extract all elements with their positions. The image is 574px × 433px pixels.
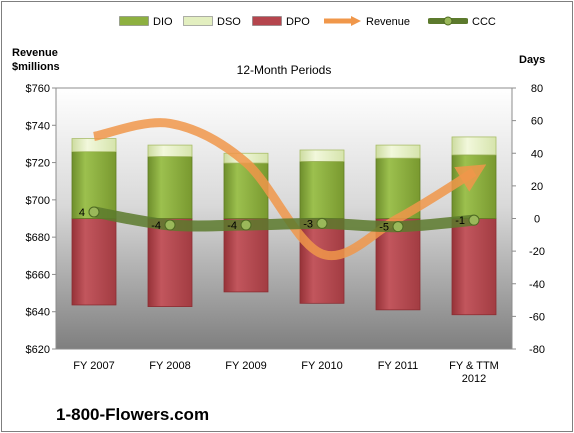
- dpo-bar: [299, 218, 345, 304]
- brand-label: 1-800-Flowers.com: [56, 405, 210, 424]
- legend-item-revenue: Revenue: [322, 12, 410, 32]
- ccc-data-label: 4: [79, 207, 85, 219]
- ccc-data-label: -4: [151, 220, 161, 232]
- legend-swatch-ccc: [427, 15, 469, 30]
- revenue-line: [93, 118, 487, 261]
- left-tick-label: $720: [26, 158, 50, 170]
- left-axis-title-line1: Revenue: [12, 47, 58, 59]
- ccc-point: [240, 219, 252, 231]
- legend-item-dpo: DPO: [252, 12, 310, 32]
- dio-bar: [299, 161, 345, 219]
- x-tick-label: FY 2010: [301, 360, 342, 372]
- left-tick-label: $760: [26, 83, 50, 95]
- legend-swatch-dso: [183, 15, 213, 29]
- ccc-point: [468, 214, 480, 226]
- ccc-point: [88, 206, 100, 218]
- x-tick-label: FY 2007: [73, 360, 114, 372]
- ccc-data-label: -1: [455, 215, 465, 227]
- legend-item-ccc: CCC: [427, 12, 496, 32]
- right-tick-label: -80: [529, 344, 545, 356]
- left-tick-label: $700: [26, 195, 50, 207]
- dso-bar: [375, 144, 421, 159]
- left-tick-label: $620: [26, 344, 50, 356]
- dpo-bar: [147, 218, 193, 307]
- ccc-point: [316, 217, 328, 229]
- dio-bar: [147, 156, 193, 219]
- dpo-bar: [375, 218, 421, 311]
- left-axis-title: Revenue $millions: [12, 46, 60, 74]
- ccc-data-label: -4: [227, 220, 237, 232]
- left-tick-label: $660: [26, 269, 50, 281]
- ccc-data-label: -3: [303, 218, 313, 230]
- x-tick-label: FY 2011: [378, 360, 419, 372]
- legend-label: DPO: [286, 16, 310, 28]
- ccc-data-label: -5: [379, 222, 389, 234]
- right-tick-label: 80: [531, 83, 543, 95]
- dso-bar: [71, 138, 117, 153]
- dso-bar: [299, 149, 345, 162]
- ccc-point: [164, 219, 176, 231]
- right-tick-label: 60: [531, 116, 543, 128]
- dio-bar: [223, 162, 269, 219]
- dso-bar: [147, 144, 193, 157]
- x-tick-label: FY & TTM: [449, 360, 499, 372]
- legend: DIO DSO DPO Revenue CCC: [0, 12, 574, 32]
- right-tick-label: -40: [529, 279, 545, 291]
- legend-item-dso: DSO: [183, 12, 241, 32]
- right-tick-label: -20: [529, 246, 545, 258]
- legend-swatch-revenue: [322, 15, 362, 30]
- x-tick-label: FY 2009: [225, 360, 266, 372]
- legend-swatch-dpo: [252, 15, 282, 29]
- right-axis-title: Days: [519, 54, 546, 66]
- dso-bar: [451, 136, 497, 156]
- right-tick-label: 40: [531, 148, 543, 160]
- left-axis-title-line2: $millions: [12, 61, 60, 73]
- right-tick-label: -60: [529, 311, 545, 323]
- dpo-bar: [71, 218, 117, 306]
- left-tick-label: $680: [26, 232, 50, 244]
- x-tick-label: 2012: [462, 373, 486, 385]
- right-tick-label: 20: [531, 181, 543, 193]
- legend-label: CCC: [472, 16, 496, 28]
- ccc-line: [88, 206, 480, 233]
- dpo-bar: [451, 218, 497, 316]
- legend-label: Revenue: [366, 16, 411, 28]
- legend-item-dio: DIO: [119, 12, 173, 32]
- x-tick-label: FY 2008: [149, 360, 190, 372]
- ccc-point: [392, 221, 404, 233]
- legend-label: DSO: [217, 16, 241, 28]
- legend-swatch-dio: [119, 15, 149, 29]
- left-tick-label: $640: [26, 307, 50, 319]
- left-tick-label: $740: [26, 120, 50, 132]
- right-tick-label: 0: [534, 214, 540, 226]
- legend-label: DIO: [153, 16, 173, 28]
- chart-title: 12-Month Periods: [236, 63, 332, 77]
